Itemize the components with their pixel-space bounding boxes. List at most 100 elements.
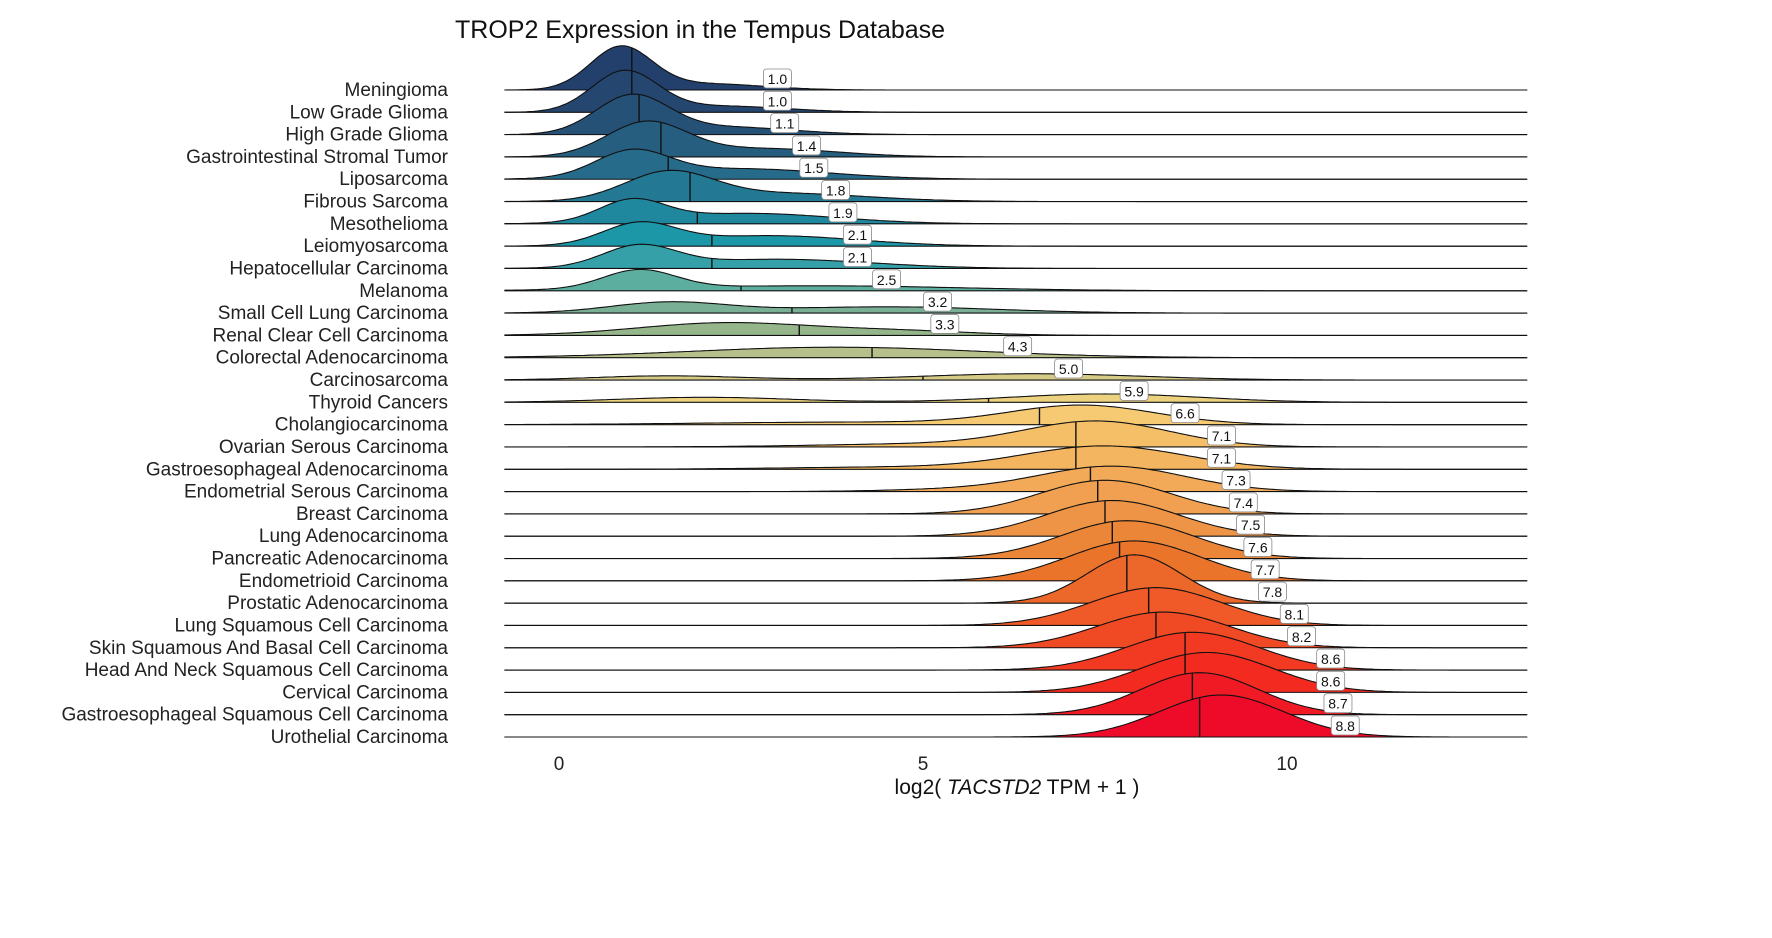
density-fill — [504, 500, 1528, 537]
median-label: 2.1 — [848, 227, 868, 243]
median-label: 1.5 — [804, 160, 824, 176]
row-label: Cervical Carcinoma — [282, 682, 448, 703]
median-label-box — [1207, 425, 1236, 446]
ridge-endometrioid-carcinoma: Endometrioid Carcinoma 7.7 — [239, 540, 1528, 592]
density-fill — [504, 445, 1528, 470]
row-label: Leiomyosarcoma — [303, 236, 448, 257]
median-label-box — [1258, 581, 1287, 602]
density-fill — [504, 149, 1528, 180]
row-label: Small Cell Lung Carcinoma — [218, 303, 449, 324]
median-label: 8.6 — [1321, 673, 1341, 689]
row-label: Gastrointestinal Stromal Tumor — [186, 147, 449, 168]
density-fill — [504, 45, 1528, 90]
median-label: 8.8 — [1336, 718, 1356, 734]
median-label-box — [1221, 470, 1251, 490]
ridge-thyroid-cancers: Thyroid Cancers 5.9 — [309, 380, 1528, 413]
ridge-head-and-neck-squamous-cell-carcinoma: Head And Neck Squamous Cell Carcinoma 8.6 — [85, 631, 1528, 681]
density-fill — [504, 120, 1528, 157]
x-tick-label: 0 — [554, 754, 565, 775]
row-label: Renal Clear Cell Carcinoma — [213, 325, 449, 346]
ridge-breast-carcinoma: Breast Carcinoma 7.4 — [296, 479, 1528, 525]
row-label: Breast Carcinoma — [296, 504, 448, 525]
row-label: Gastroesophageal Squamous Cell Carcinoma — [61, 705, 448, 726]
ridge-cervical-carcinoma: Cervical Carcinoma 8.6 — [282, 651, 1528, 703]
median-label-box — [1243, 537, 1273, 557]
median-label: 5.9 — [1124, 383, 1144, 399]
median-label: 7.1 — [1212, 450, 1232, 466]
median-label-box — [872, 269, 901, 290]
median-label-box — [1250, 559, 1280, 580]
density-outline — [504, 611, 1528, 649]
chart-title: TROP2 Expression in the Tempus Database — [455, 16, 945, 44]
median-label-box — [1119, 380, 1149, 401]
median-label: 7.3 — [1226, 473, 1246, 489]
density-fill — [504, 393, 1528, 403]
density-fill — [504, 301, 1528, 314]
density-fill — [504, 652, 1528, 693]
density-fill — [504, 269, 1528, 291]
ridge-leiomyosarcoma: Leiomyosarcoma 2.1 — [303, 221, 1528, 257]
ridge-fibrous-sarcoma: Fibrous Sarcoma 1.8 — [303, 169, 1528, 213]
median-label-box — [843, 224, 872, 245]
density-fill — [504, 695, 1528, 737]
density-outline — [504, 672, 1528, 716]
ridge-colorectal-adenocarcinoma: Colorectal Adenocarcinoma 4.3 — [216, 336, 1528, 369]
median-label-box — [1170, 403, 1200, 424]
median-label-box — [1316, 648, 1346, 669]
median-label: 1.0 — [768, 93, 788, 109]
row-label: Endometrioid Carcinoma — [239, 571, 449, 592]
row-label: Carcinosarcoma — [310, 370, 449, 391]
row-label: Urothelial Carcinoma — [271, 727, 449, 748]
density-fill — [504, 540, 1528, 581]
row-label: Ovarian Serous Carcinoma — [219, 437, 449, 458]
median-label-box — [1316, 670, 1346, 691]
median-label-box — [828, 202, 858, 223]
median-label: 8.6 — [1321, 651, 1341, 667]
ridge-high-grade-glioma: High Grade Glioma 1.1 — [285, 93, 1528, 146]
row-label: Pancreatic Adenocarcinoma — [211, 549, 448, 570]
median-label: 1.4 — [797, 138, 817, 154]
row-label: Low Grade Glioma — [290, 102, 449, 123]
row-label: Melanoma — [359, 281, 448, 302]
median-label: 5.0 — [1059, 361, 1079, 377]
median-label: 7.4 — [1234, 495, 1254, 511]
density-outline — [504, 694, 1528, 738]
ridge-pancreatic-adenocarcinoma: Pancreatic Adenocarcinoma 7.6 — [211, 520, 1528, 570]
median-label-box — [763, 90, 792, 111]
x-axis-ticks: 0 5 10 — [554, 754, 1298, 775]
ridge-lung-adenocarcinoma: Lung Adenocarcinoma 7.5 — [259, 499, 1528, 547]
ridge-skin-squamous-and-basal-cell-carcinoma: Skin Squamous And Basal Cell Carcinoma 8.… — [89, 611, 1528, 659]
ridge-lung-squamous-cell-carcinoma: Lung Squamous Cell Carcinoma 8.1 — [174, 587, 1528, 636]
row-label: Mesothelioma — [330, 214, 449, 235]
median-label: 7.1 — [1212, 428, 1232, 444]
median-label-box — [1323, 693, 1353, 714]
density-fill — [504, 170, 1528, 202]
row-label: Liposarcoma — [339, 169, 448, 190]
density-fill — [504, 198, 1528, 224]
density-fill — [504, 405, 1528, 425]
median-label-box — [1207, 447, 1236, 468]
median-label: 8.7 — [1328, 696, 1348, 712]
ridge-carcinosarcoma: Carcinosarcoma 5.0 — [310, 358, 1528, 391]
ridge-endometrial-serous-carcinoma: Endometrial Serous Carcinoma 7.3 — [184, 465, 1528, 503]
median-label-box — [799, 157, 829, 178]
median-label-box — [770, 113, 800, 134]
median-label-box — [792, 135, 821, 156]
median-label: 3.3 — [935, 316, 955, 332]
x-tick-label: 10 — [1276, 754, 1297, 775]
median-label: 6.6 — [1175, 406, 1195, 422]
row-label: Cholangiocarcinoma — [275, 415, 449, 436]
ridge-gastroesophageal-adenocarcinoma: Gastroesophageal Adenocarcinoma 7.1 — [146, 445, 1528, 480]
density-outline — [504, 651, 1528, 693]
density-fill — [504, 420, 1528, 447]
density-fill — [504, 672, 1528, 715]
density-fill — [504, 221, 1528, 247]
row-label: Skin Squamous And Basal Cell Carcinoma — [89, 638, 449, 659]
density-fill — [504, 480, 1528, 514]
ridge-liposarcoma: Liposarcoma 1.5 — [339, 148, 1528, 190]
median-label: 7.6 — [1248, 540, 1268, 556]
median-label-box — [930, 314, 960, 334]
median-label-box — [843, 247, 872, 267]
